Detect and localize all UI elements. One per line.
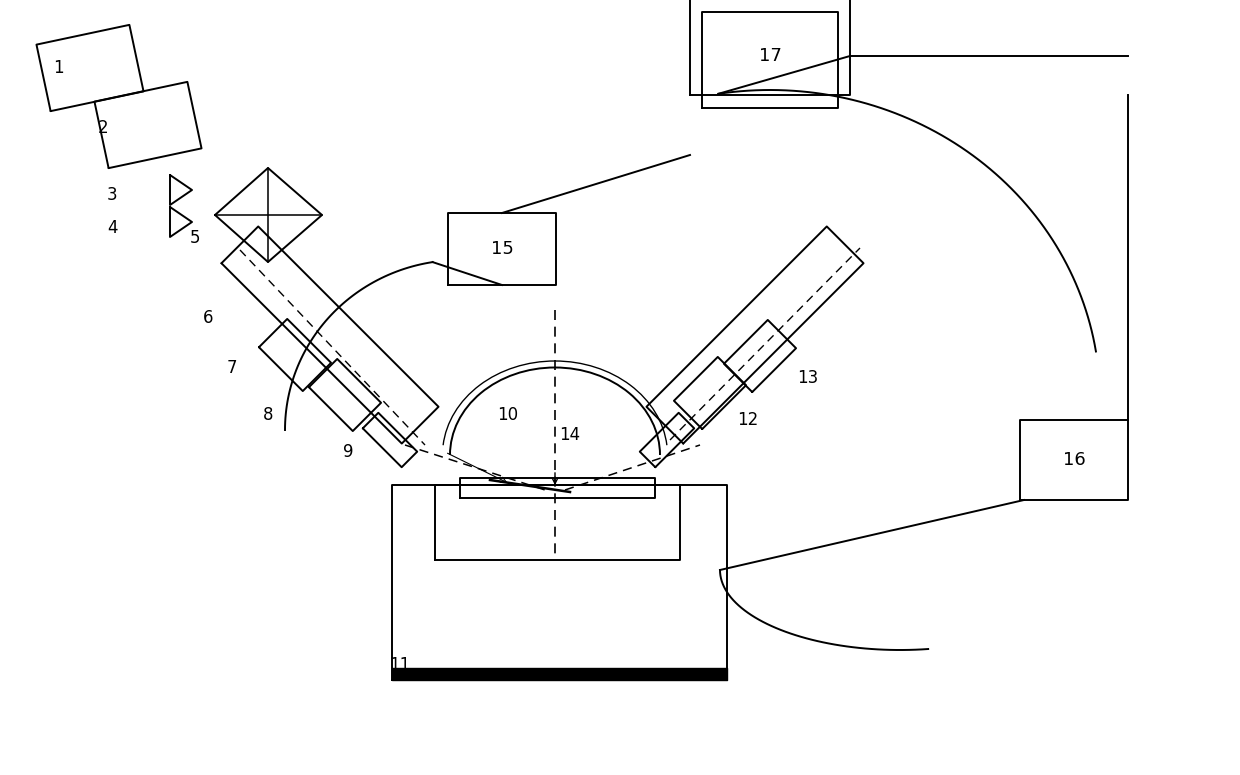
Text: 4: 4	[107, 219, 118, 237]
Text: 3: 3	[107, 186, 118, 204]
Text: 9: 9	[342, 443, 353, 461]
Text: 1: 1	[52, 59, 63, 77]
Text: 15: 15	[491, 240, 513, 258]
Text: 16: 16	[1063, 451, 1085, 469]
Text: 5: 5	[190, 229, 200, 247]
Text: 11: 11	[389, 656, 410, 674]
Text: 8: 8	[263, 406, 273, 424]
Text: 13: 13	[797, 369, 818, 387]
Text: 2: 2	[98, 119, 108, 137]
Text: 10: 10	[497, 406, 518, 424]
Text: 6: 6	[203, 309, 213, 327]
Text: 14: 14	[559, 426, 580, 444]
Text: 17: 17	[759, 47, 781, 65]
Text: 7: 7	[227, 359, 237, 377]
Text: 12: 12	[738, 411, 759, 429]
